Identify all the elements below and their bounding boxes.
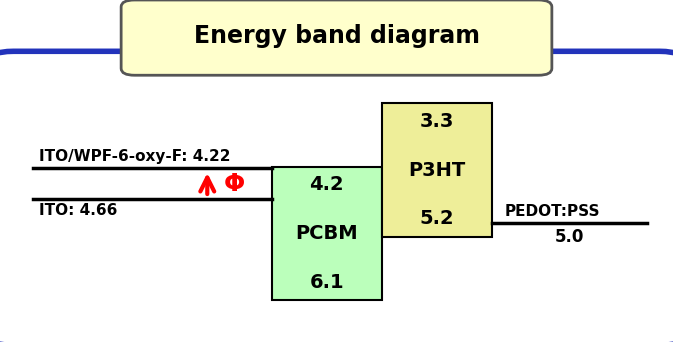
Text: Energy band diagram: Energy band diagram [194,24,479,48]
Text: 3.3: 3.3 [419,112,454,131]
Text: 5.0: 5.0 [555,228,583,247]
Text: 5.2: 5.2 [419,210,454,228]
Text: P3HT: P3HT [408,161,465,180]
Text: ITO: 4.66: ITO: 4.66 [39,203,118,218]
Text: PCBM: PCBM [295,224,358,243]
Text: PEDOT:PSS: PEDOT:PSS [505,203,600,219]
Text: ITO/WPF-6-oxy-F: 4.22: ITO/WPF-6-oxy-F: 4.22 [39,149,231,164]
Bar [272,167,382,300]
Text: Φ: Φ [223,171,245,196]
Bar [382,103,491,237]
Text: 4.2: 4.2 [310,175,344,194]
Text: 6.1: 6.1 [310,273,344,292]
